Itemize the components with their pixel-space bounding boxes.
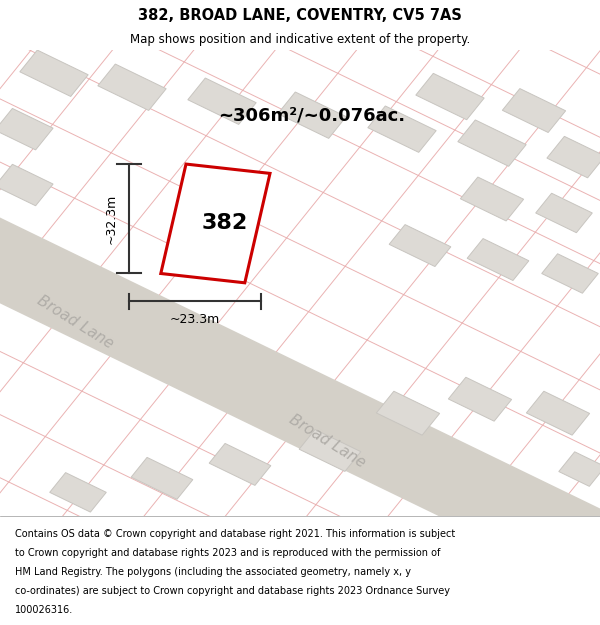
Polygon shape [536, 193, 592, 232]
Polygon shape [542, 254, 598, 293]
Polygon shape [0, 164, 53, 206]
Polygon shape [448, 378, 512, 421]
Polygon shape [278, 92, 346, 138]
Text: ~306m²/~0.076ac.: ~306m²/~0.076ac. [218, 106, 406, 124]
Polygon shape [467, 239, 529, 281]
Text: co-ordinates) are subject to Crown copyright and database rights 2023 Ordnance S: co-ordinates) are subject to Crown copyr… [15, 586, 450, 596]
Polygon shape [50, 472, 106, 512]
Text: HM Land Registry. The polygons (including the associated geometry, namely x, y: HM Land Registry. The polygons (includin… [15, 567, 411, 577]
Text: 382: 382 [202, 213, 248, 233]
Polygon shape [98, 64, 166, 111]
Text: ~32.3m: ~32.3m [104, 194, 118, 244]
Text: to Crown copyright and database rights 2023 and is reproduced with the permissio: to Crown copyright and database rights 2… [15, 548, 440, 558]
Polygon shape [416, 73, 484, 120]
Polygon shape [188, 78, 256, 124]
Polygon shape [299, 429, 361, 471]
Polygon shape [131, 458, 193, 499]
Polygon shape [161, 164, 270, 282]
Text: Broad Lane: Broad Lane [286, 412, 368, 471]
Text: ~23.3m: ~23.3m [170, 312, 220, 326]
Polygon shape [20, 50, 88, 96]
Polygon shape [368, 106, 436, 152]
Text: 382, BROAD LANE, COVENTRY, CV5 7AS: 382, BROAD LANE, COVENTRY, CV5 7AS [138, 8, 462, 22]
Text: 100026316.: 100026316. [15, 605, 73, 615]
Polygon shape [460, 177, 524, 221]
Text: Contains OS data © Crown copyright and database right 2021. This information is : Contains OS data © Crown copyright and d… [15, 529, 455, 539]
Polygon shape [526, 391, 590, 435]
Polygon shape [389, 224, 451, 266]
Text: Broad Lane: Broad Lane [34, 293, 116, 352]
Polygon shape [0, 108, 53, 150]
Text: Map shows position and indicative extent of the property.: Map shows position and indicative extent… [130, 32, 470, 46]
Polygon shape [547, 136, 600, 178]
Polygon shape [458, 120, 526, 166]
Polygon shape [209, 443, 271, 486]
Polygon shape [502, 89, 566, 132]
Polygon shape [376, 391, 440, 435]
Polygon shape [559, 452, 600, 486]
